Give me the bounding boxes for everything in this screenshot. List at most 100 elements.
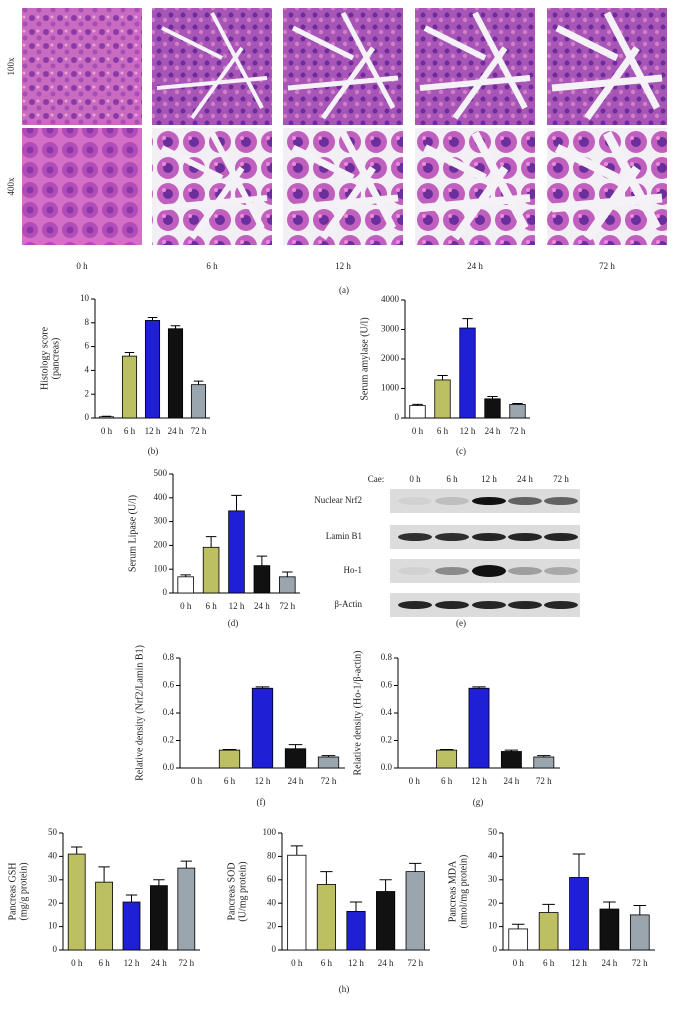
y-tick-label: 20 bbox=[48, 897, 58, 907]
bar bbox=[251, 687, 274, 769]
y-tick-label: 2 bbox=[85, 388, 90, 398]
x-tick-label: 24 h bbox=[485, 426, 501, 436]
bar bbox=[346, 910, 366, 951]
x-tick-label: 6 h bbox=[124, 426, 136, 436]
y-tick-label: 200 bbox=[154, 539, 168, 549]
charts: 0 2 4 6 8 10 0 h 6 h 12 h 24 h 72 h Histology score… bbox=[7, 293, 655, 968]
row-label: 100x bbox=[6, 57, 16, 76]
blot-band bbox=[508, 567, 542, 575]
panel-caption: (f) bbox=[257, 797, 266, 807]
error-bar bbox=[439, 748, 454, 751]
lane-label: 72 h bbox=[553, 474, 569, 484]
y-axis-label: (pancreas) bbox=[50, 338, 61, 380]
y-tick-label: 30 bbox=[488, 874, 498, 884]
bar bbox=[629, 914, 650, 951]
x-tick-label: 12 h bbox=[460, 426, 476, 436]
x-tick-label: 24 h bbox=[151, 958, 167, 968]
y-tick-label: 100 bbox=[154, 563, 168, 573]
y-tick-label: 0.2 bbox=[163, 735, 174, 745]
panel-caption: (e) bbox=[456, 618, 466, 628]
y-tick-label: 10 bbox=[488, 921, 498, 931]
error-bar bbox=[256, 555, 268, 566]
y-tick-label: 300 bbox=[154, 516, 168, 526]
tissue-gap bbox=[603, 11, 661, 110]
y-tick-label: 40 bbox=[267, 897, 277, 907]
error-bar bbox=[504, 749, 519, 752]
x-tick-label: 72 h bbox=[279, 601, 295, 611]
histology-image bbox=[547, 128, 667, 245]
y-tick-label: 0.4 bbox=[163, 707, 175, 717]
blot-band bbox=[435, 567, 469, 575]
histology-image bbox=[547, 8, 667, 125]
x-tick-label: 24 h bbox=[504, 776, 520, 786]
tissue-gap bbox=[291, 144, 355, 182]
histology-image bbox=[22, 8, 142, 125]
panel-caption: (a) bbox=[339, 285, 349, 295]
tissue-gap bbox=[339, 131, 397, 230]
y-axis-label: (mg/g protein) bbox=[18, 862, 29, 920]
tissue-gap bbox=[291, 25, 355, 61]
tissue-gap bbox=[471, 131, 529, 230]
error-bar bbox=[321, 755, 336, 757]
x-tick-label: 6 h bbox=[543, 958, 555, 968]
y-tick-label: 0 bbox=[272, 944, 277, 954]
blot-band bbox=[398, 533, 432, 541]
treatment-label: Cae: bbox=[368, 474, 385, 484]
x-tick-label: 6 h bbox=[98, 958, 110, 968]
error-bar bbox=[193, 380, 204, 385]
y-tick-label: 500 bbox=[154, 468, 168, 478]
x-tick-label: 12 h bbox=[471, 776, 487, 786]
bar bbox=[405, 871, 425, 951]
y-tick-label: 0.4 bbox=[381, 707, 393, 717]
error-bar bbox=[633, 905, 647, 915]
blot-band bbox=[398, 567, 432, 575]
x-tick-label: 6 h bbox=[437, 426, 449, 436]
bar bbox=[167, 328, 184, 419]
blot-band bbox=[508, 497, 542, 505]
y-tick-label: 20 bbox=[488, 897, 498, 907]
x-tick-label: 0 h bbox=[191, 776, 203, 786]
y-axis-label: Serum amylase (U/l) bbox=[359, 317, 370, 400]
y-tick-label: 0 bbox=[395, 412, 400, 422]
blot-band bbox=[508, 533, 542, 541]
bar bbox=[509, 404, 526, 419]
y-tick-label: 40 bbox=[48, 850, 58, 860]
y-tick-label: 0.2 bbox=[381, 735, 392, 745]
error-bar bbox=[98, 866, 110, 883]
blot-band bbox=[544, 497, 578, 505]
error-bar bbox=[153, 879, 165, 886]
bar bbox=[459, 327, 476, 419]
error-bar bbox=[180, 860, 192, 869]
blot-band bbox=[435, 533, 469, 541]
bar bbox=[484, 398, 501, 419]
y-axis-label: Histology score bbox=[39, 326, 50, 390]
x-tick-label: 0 h bbox=[513, 958, 525, 968]
error-bar bbox=[572, 853, 586, 878]
blot-band bbox=[398, 497, 432, 505]
bar bbox=[279, 576, 296, 594]
tissue-gap bbox=[209, 131, 265, 230]
panel-caption: (g) bbox=[473, 797, 484, 807]
bar bbox=[317, 756, 340, 769]
histology-image bbox=[283, 128, 403, 245]
blot-band bbox=[472, 533, 506, 541]
tissue-gap bbox=[603, 130, 661, 231]
error-bar bbox=[147, 316, 158, 321]
x-tick-label: 12 h bbox=[145, 426, 161, 436]
y-tick-label: 4000 bbox=[381, 294, 400, 304]
bar bbox=[316, 884, 336, 951]
y-axis-label: Pancreas SOD bbox=[226, 862, 237, 920]
bar bbox=[177, 576, 194, 594]
y-tick-label: 0 bbox=[493, 944, 498, 954]
histology-image bbox=[415, 8, 535, 125]
x-tick-label: 24 h bbox=[168, 426, 184, 436]
blot-band bbox=[435, 601, 469, 609]
x-tick-label: 12 h bbox=[571, 958, 587, 968]
bar bbox=[538, 912, 559, 951]
row-label: 400x bbox=[6, 177, 16, 196]
x-tick-label: 6 h bbox=[441, 776, 453, 786]
error-bar bbox=[349, 901, 363, 912]
time-label: 24 h bbox=[467, 261, 483, 271]
error-bar bbox=[512, 403, 523, 405]
y-tick-label: 1000 bbox=[381, 383, 400, 393]
